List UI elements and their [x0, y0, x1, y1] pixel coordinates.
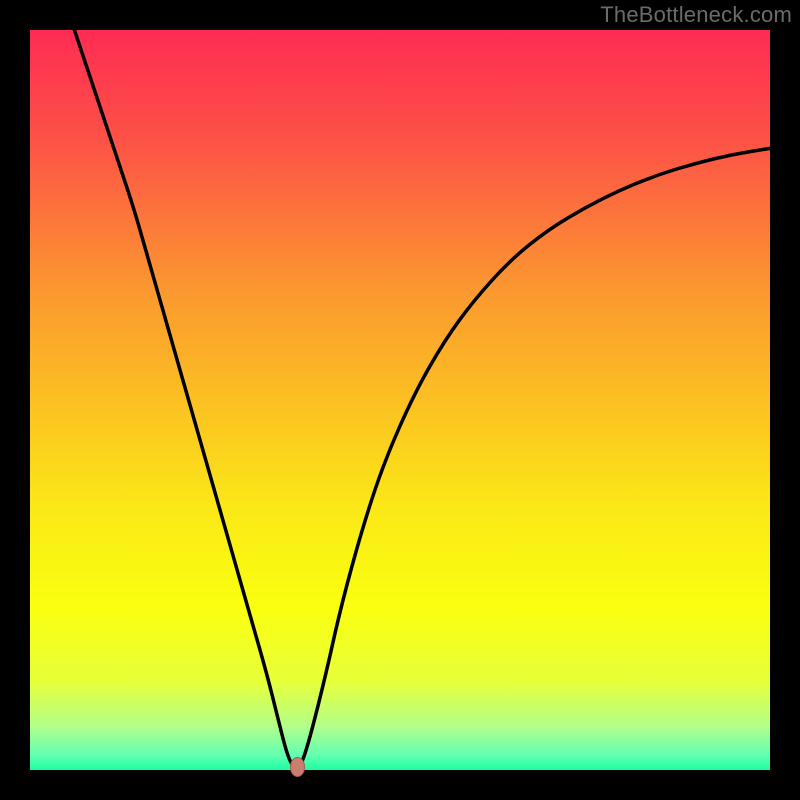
- bottleneck-curve: [30, 30, 770, 770]
- minimum-marker: [290, 757, 305, 777]
- chart-container: TheBottleneck.com: [0, 0, 800, 800]
- watermark-text: TheBottleneck.com: [600, 2, 792, 28]
- plot-area: [30, 30, 770, 770]
